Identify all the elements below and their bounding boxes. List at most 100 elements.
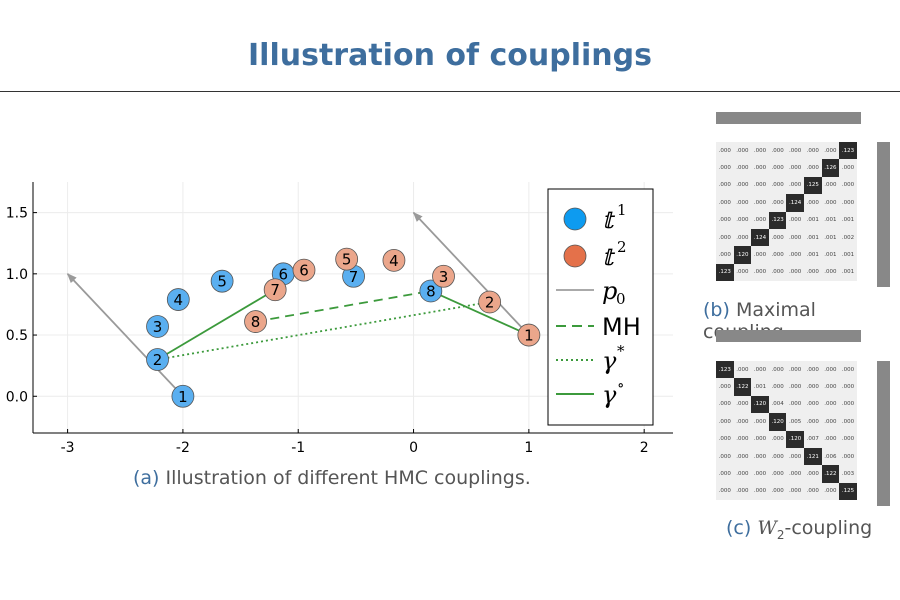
matrix-cell: .000 bbox=[821, 361, 840, 379]
caption-c-label: (c) bbox=[726, 517, 752, 539]
matrix-cell: .000 bbox=[821, 413, 840, 431]
matrix-cell: .000 bbox=[733, 465, 752, 483]
chain2-point-label: 7 bbox=[270, 281, 280, 299]
matrix-cell: .000 bbox=[786, 246, 804, 264]
gamma-circ-line bbox=[157, 288, 276, 361]
matrix-cell: .000 bbox=[786, 378, 804, 396]
matrix-cell: .000 bbox=[751, 176, 769, 195]
title-divider bbox=[0, 91, 900, 92]
matrix-b-row-marginal bbox=[877, 142, 890, 287]
matrix-cell: .000 bbox=[716, 211, 734, 229]
caption-c-sub: 2 bbox=[776, 527, 785, 542]
legend-label: 𝕥 bbox=[602, 243, 616, 271]
matrix-cell: .000 bbox=[821, 176, 840, 195]
chain1-point-label: 4 bbox=[174, 291, 184, 309]
caption-c: (c) W2-coupling bbox=[726, 517, 872, 542]
matrix-cell: .003 bbox=[839, 465, 857, 483]
matrix-cell: .000 bbox=[751, 246, 769, 264]
chain1-point bbox=[146, 315, 169, 338]
chain2-point-label: 1 bbox=[524, 327, 534, 345]
legend-label-superscript: 2 bbox=[617, 238, 627, 256]
matrix-cell: .000 bbox=[786, 142, 804, 160]
matrix-cell: .120 bbox=[733, 246, 752, 264]
chain1-point bbox=[419, 279, 443, 303]
matrix-cell: .000 bbox=[768, 263, 787, 282]
matrix-cell: .000 bbox=[733, 176, 752, 195]
matrix-cell: .000 bbox=[821, 482, 840, 501]
matrix-cell: .000 bbox=[786, 263, 804, 282]
matrix-cell: .000 bbox=[803, 395, 822, 414]
matrix-cell: .007 bbox=[803, 430, 822, 448]
matrix-b-column-marginal bbox=[716, 112, 861, 124]
matrix-c-column-marginal bbox=[716, 330, 861, 342]
matrix-cell: .001 bbox=[803, 228, 822, 247]
matrix-cell: .000 bbox=[821, 263, 840, 282]
matrix-cell: .000 bbox=[716, 228, 734, 247]
gamma-circ-line bbox=[430, 290, 530, 336]
matrix-cell: .000 bbox=[716, 246, 734, 264]
matrix-cell: .000 bbox=[821, 430, 840, 448]
matrix-cell: .000 bbox=[733, 142, 752, 160]
matrix-cell: .000 bbox=[768, 142, 787, 160]
matrix-cell: .000 bbox=[803, 263, 822, 282]
matrix-cell: .000 bbox=[751, 194, 769, 212]
matrix-cell: .000 bbox=[733, 159, 752, 177]
caption-b-label: (b) bbox=[703, 299, 730, 321]
matrix-cell: .000 bbox=[733, 395, 752, 414]
y-tick-label: 1.0 bbox=[6, 267, 28, 283]
matrix-cell: .000 bbox=[803, 413, 822, 431]
page-title: Illustration of couplings bbox=[248, 38, 652, 73]
chain2-point bbox=[335, 247, 359, 271]
matrix-cell: .000 bbox=[716, 395, 734, 414]
matrix-cell: .000 bbox=[821, 194, 840, 212]
matrix-cell: .000 bbox=[803, 194, 822, 212]
matrix-cell: .123 bbox=[839, 142, 857, 160]
matrix-cell: .000 bbox=[803, 378, 822, 396]
matrix-cell: .000 bbox=[716, 142, 734, 160]
x-tick-label: -3 bbox=[61, 440, 75, 456]
gamma-star-line bbox=[157, 301, 490, 361]
p0-momentum-arrow bbox=[66, 273, 184, 397]
matrix-cell: .000 bbox=[803, 482, 822, 501]
chain1-point bbox=[146, 348, 169, 371]
chain2-point-label: 5 bbox=[342, 251, 352, 269]
chain1-point bbox=[210, 269, 234, 293]
matrix-cell: .123 bbox=[716, 361, 734, 379]
matrix-cell: .000 bbox=[733, 482, 752, 501]
p0-momentum-arrow bbox=[412, 211, 530, 336]
legend-label: MH bbox=[602, 313, 641, 341]
matrix-cell: .000 bbox=[786, 228, 804, 247]
matrix-cell: .123 bbox=[716, 263, 734, 282]
matrix-cell: .000 bbox=[803, 159, 822, 177]
matrix-cell: .120 bbox=[768, 413, 787, 431]
matrix-cell: .002 bbox=[839, 228, 857, 247]
matrix-cell: .000 bbox=[768, 176, 787, 195]
matrix-cell: .000 bbox=[733, 228, 752, 247]
matrix-cell: .122 bbox=[733, 378, 752, 396]
matrix-cell: .000 bbox=[786, 395, 804, 414]
matrix-cell: .000 bbox=[751, 413, 769, 431]
matrix-cell: .000 bbox=[821, 378, 840, 396]
matrix-cell: .000 bbox=[716, 430, 734, 448]
chain1-point-label: 1 bbox=[178, 388, 188, 406]
matrix-cell: .000 bbox=[716, 465, 734, 483]
legend-marker bbox=[563, 244, 587, 268]
matrix-cell: .122 bbox=[821, 465, 840, 483]
matrix-cell: .000 bbox=[786, 361, 804, 379]
matrix-cell: .000 bbox=[733, 361, 752, 379]
matrix-cell: .000 bbox=[751, 447, 769, 466]
matrix-cell: .000 bbox=[839, 395, 857, 414]
matrix-cell: .000 bbox=[733, 211, 752, 229]
matrix-cell: .000 bbox=[786, 465, 804, 483]
matrix-cell: .001 bbox=[751, 378, 769, 396]
legend-label-superscript: 1 bbox=[617, 201, 627, 219]
matrix-cell: .000 bbox=[733, 263, 752, 282]
matrix-cell: .000 bbox=[768, 378, 787, 396]
chain2-point bbox=[244, 310, 267, 333]
matrix-cell: .000 bbox=[733, 430, 752, 448]
matrix-c-row-marginal bbox=[877, 361, 890, 506]
matrix-cell: .124 bbox=[751, 228, 769, 247]
matrix-cell: .000 bbox=[716, 413, 734, 431]
matrix-cell: .000 bbox=[751, 211, 769, 229]
